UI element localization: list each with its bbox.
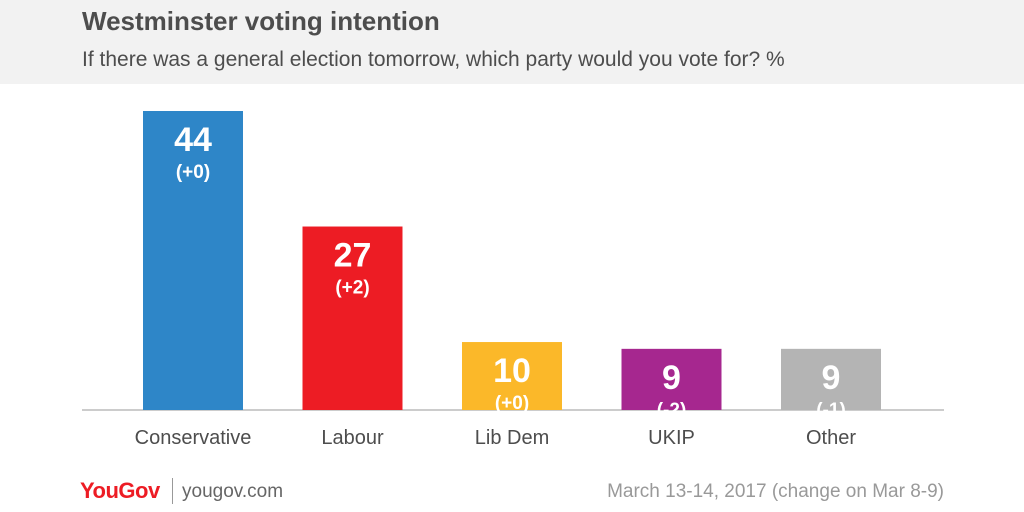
bars-group: 44 (+0) Conservative 27 (+2) Labour 10 (+0) Lib … [135, 111, 881, 449]
footer-date-note: March 13-14, 2017 (change on Mar 8-9) [607, 481, 944, 502]
bar-ukip [621, 348, 722, 410]
header-band: Westminster voting intention If there wa… [0, 0, 1024, 84]
value-label-other: 9 [822, 359, 841, 397]
category-label-conservative: Conservative [135, 427, 252, 449]
change-label-other: (-1) [816, 400, 846, 421]
change-label-ukip: (-2) [657, 400, 687, 421]
bar-lib-dem [462, 342, 562, 410]
bar-chart: 44 (+0) Conservative 27 (+2) Labour 10 (+0) Lib … [82, 111, 944, 449]
change-label-conservative: (+0) [176, 162, 210, 183]
value-label-lib-dem: 10 [493, 352, 531, 390]
footer-separator [172, 478, 173, 504]
bar-labour [302, 226, 403, 410]
chart-title: Westminster voting intention [82, 6, 440, 36]
change-label-labour: (+2) [335, 278, 369, 299]
category-label-ukip: UKIP [648, 427, 695, 449]
value-label-labour: 27 [334, 237, 372, 275]
chart-subtitle: If there was a general election tomorrow… [82, 48, 785, 71]
category-label-lib-dem: Lib Dem [475, 427, 549, 449]
value-label-conservative: 44 [174, 121, 212, 159]
value-label-ukip: 9 [662, 359, 681, 397]
category-label-other: Other [806, 427, 856, 449]
change-label-lib-dem: (+0) [495, 393, 529, 414]
footer-site-link[interactable]: yougov.com [182, 481, 284, 502]
bar-conservative [143, 111, 243, 410]
category-label-labour: Labour [321, 427, 384, 449]
yougov-logo: YouGov [80, 478, 160, 503]
bar-other [781, 348, 881, 410]
